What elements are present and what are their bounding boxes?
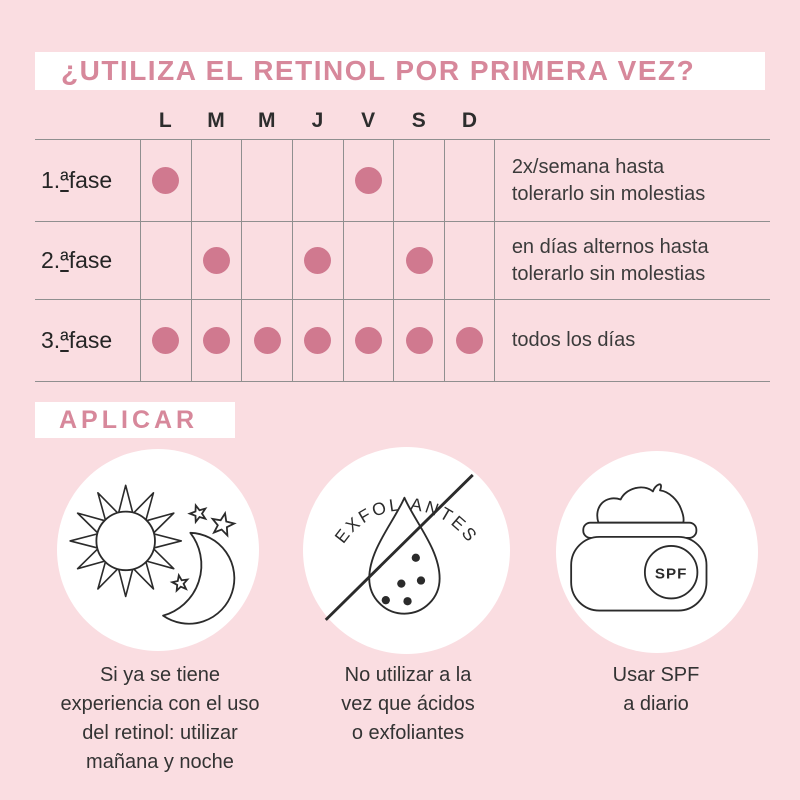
dose-dot	[304, 247, 332, 274]
droplet-icon	[368, 496, 441, 615]
tip-circle-spf: SPF	[556, 451, 758, 653]
title-banner: ¿UTILIZA EL RETINOL POR PRIMERA VEZ?	[35, 52, 765, 90]
day-header-6: S	[411, 109, 426, 132]
dose-dot	[203, 327, 231, 354]
spf-cream-jar-icon: SPF	[570, 483, 708, 612]
day-cell	[342, 222, 394, 299]
star-icon	[187, 502, 210, 524]
day-cell	[393, 140, 444, 221]
dose-dot	[355, 167, 383, 194]
day-header-4: J	[311, 109, 324, 132]
day-cell	[444, 222, 495, 299]
section-banner: APLICAR	[35, 402, 235, 438]
day-header-1: L	[158, 109, 172, 132]
day-header-7: D	[461, 109, 478, 132]
day-header-5: V	[361, 109, 376, 132]
phase-note: todos los días	[511, 329, 636, 351]
tip-caption-day-night: Si ya se tiene experiencia con el uso de…	[60, 664, 260, 773]
page-title: ¿UTILIZA EL RETINOL POR PRIMERA VEZ?	[61, 55, 696, 86]
cream-swirl	[596, 483, 685, 524]
no-exfoliants-icon: EXFOLIANTES	[324, 473, 480, 621]
dose-dot	[405, 327, 433, 354]
day-cell	[444, 140, 495, 221]
day-cell	[140, 300, 191, 381]
phase-label: 1. ª fase	[41, 167, 113, 193]
day-cell	[292, 300, 343, 381]
section-heading: APLICAR	[59, 405, 199, 434]
day-cell	[342, 140, 394, 221]
dose-dot	[152, 167, 180, 194]
day-cell	[140, 222, 191, 299]
star-icon	[170, 573, 190, 592]
day-cell	[190, 140, 242, 221]
tip-caption-spf: Usar SPF a diario	[612, 664, 700, 715]
day-cell	[342, 300, 394, 381]
tip-circle-no-exfoliants: EXFOLIANTES	[303, 447, 510, 654]
day-header-3: M	[257, 109, 276, 132]
day-header-2: M	[207, 109, 225, 132]
day-cell	[241, 300, 292, 381]
dose-dot	[304, 327, 332, 354]
spf-label: SPF	[655, 565, 687, 582]
schedule-row-3: 3. ª fase todos los días	[35, 299, 770, 381]
schedule-row-2: 2. ª fase en días alternos hasta tolerarlo…	[35, 221, 770, 299]
day-cell	[444, 300, 495, 381]
tip-circle-day-night	[57, 449, 259, 651]
sun-icon	[69, 484, 183, 598]
dose-dot	[355, 327, 383, 354]
phase-label: 2. ª fase	[41, 247, 113, 273]
day-cell	[292, 140, 343, 221]
schedule-row-1: 1. ª fase 2x/semana hasta tolerarlo sin mo…	[35, 139, 770, 221]
dose-dot	[152, 327, 180, 354]
moon-icon	[162, 531, 236, 625]
phase-note: 2x/semana hasta tolerarlo sin molestias	[511, 155, 706, 205]
day-cell	[393, 300, 444, 381]
phase-note: en días alternos hasta tolerarlo sin mol…	[511, 235, 709, 285]
dose-dot	[253, 327, 281, 354]
prohibition-slash-icon	[324, 473, 474, 621]
schedule-rows: 1. ª fase 2x/semana hasta tolerarlo sin mo…	[35, 139, 770, 382]
jar-lid-rim	[582, 521, 698, 539]
day-cell	[190, 300, 242, 381]
phase-label: 3. ª fase	[41, 327, 113, 353]
exfoliant-grains	[381, 553, 426, 606]
dose-dot	[203, 247, 231, 274]
star-icon	[208, 510, 237, 538]
day-cell	[241, 140, 292, 221]
day-cell	[292, 222, 343, 299]
dose-dot	[405, 247, 433, 274]
day-cell	[393, 222, 444, 299]
dose-dot	[455, 327, 483, 354]
schedule-table: L M M J V S D 1. ª fase 2x/semana hasta tolerarl…	[35, 100, 770, 382]
sun-and-moon-icon	[69, 484, 237, 625]
day-cell	[140, 140, 191, 221]
day-cell	[241, 222, 292, 299]
spf-badge	[643, 545, 699, 600]
day-cell	[190, 222, 242, 299]
tip-caption-no-exfoliants: No utilizar a la vez que ácidos o exfoli…	[341, 664, 475, 744]
